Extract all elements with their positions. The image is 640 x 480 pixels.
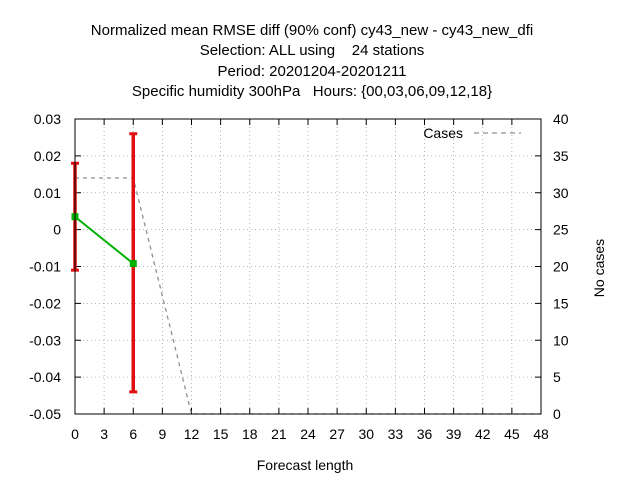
y-tick-label: -0.03: [29, 332, 61, 348]
x-tick-label: 27: [329, 426, 345, 442]
y2-tick-label: 30: [553, 185, 569, 201]
x-tick-label: 0: [71, 426, 79, 442]
grid: [75, 119, 541, 414]
x-tick-label: 15: [213, 426, 229, 442]
series-line: [74, 215, 134, 265]
y-tick-label: -0.04: [29, 369, 61, 385]
x-tick-label: 33: [388, 426, 404, 442]
y-tick-label: 0: [53, 222, 61, 238]
y2-tick-label: 5: [553, 369, 561, 385]
y2-tick-label: 40: [553, 111, 569, 127]
y2-axis-label: No cases: [591, 239, 607, 297]
title-line-2: Selection: ALL using 24 stations: [200, 42, 425, 59]
y2-tick-label: 0: [553, 406, 561, 422]
y2-tick-label: 25: [553, 222, 569, 238]
title-line-4: Specific humidity 300hPa Hours: {00,03,0…: [132, 83, 492, 100]
y2-tick-label: 10: [553, 332, 569, 348]
confidence-intervals: [71, 132, 138, 394]
y2-tick-label: 20: [553, 259, 569, 275]
x-tick-label: 45: [504, 426, 520, 442]
title-line-1: Normalized mean RMSE diff (90% conf) cy4…: [91, 22, 533, 39]
y-tick-label: 0.01: [34, 185, 61, 201]
title-line-3: Period: 20201204-20201211: [217, 63, 406, 80]
y2-tick-label: 35: [553, 148, 569, 164]
y-tick-label: 0.02: [34, 148, 61, 164]
y-tick-label: 0.03: [34, 111, 61, 127]
legend-label: Cases: [423, 125, 463, 141]
x-tick-label: 42: [475, 426, 491, 442]
x-tick-label: 39: [446, 426, 462, 442]
y2-axis-ticks: 40 35 30 25 20 15 10 5 0: [535, 111, 569, 422]
y-tick-label: -0.02: [29, 295, 61, 311]
x-axis-label: Forecast length: [257, 457, 354, 473]
plot-frame: [74, 118, 542, 415]
x-tick-label: 30: [358, 426, 374, 442]
x-tick-label: 48: [533, 426, 549, 442]
x-axis-ticks: 0 3 6 9 12 15 18 21 24 27 30 33 36 39 42 45 48: [71, 119, 549, 442]
chart-title: Normalized mean RMSE diff (90% conf) cy4…: [91, 22, 533, 100]
y2-tick-label: 15: [553, 295, 569, 311]
data-point: [129, 260, 137, 268]
x-tick-label: 21: [271, 426, 287, 442]
x-tick-label: 3: [100, 426, 108, 442]
x-tick-label: 9: [158, 426, 166, 442]
y-axis-ticks: 0.03 0.02 0.01 0 -0.01 -0.02 -0.03 -0.04 -0.05: [29, 111, 81, 422]
x-tick-label: 12: [184, 426, 200, 442]
x-tick-label: 6: [129, 426, 137, 442]
y-tick-label: -0.01: [29, 259, 61, 275]
y-tick-label: -0.05: [29, 406, 61, 422]
legend: Cases: [423, 125, 521, 141]
x-tick-label: 36: [417, 426, 433, 442]
rmse-diff-series: [71, 213, 137, 268]
x-tick-label: 24: [300, 426, 316, 442]
x-tick-label: 18: [242, 426, 258, 442]
